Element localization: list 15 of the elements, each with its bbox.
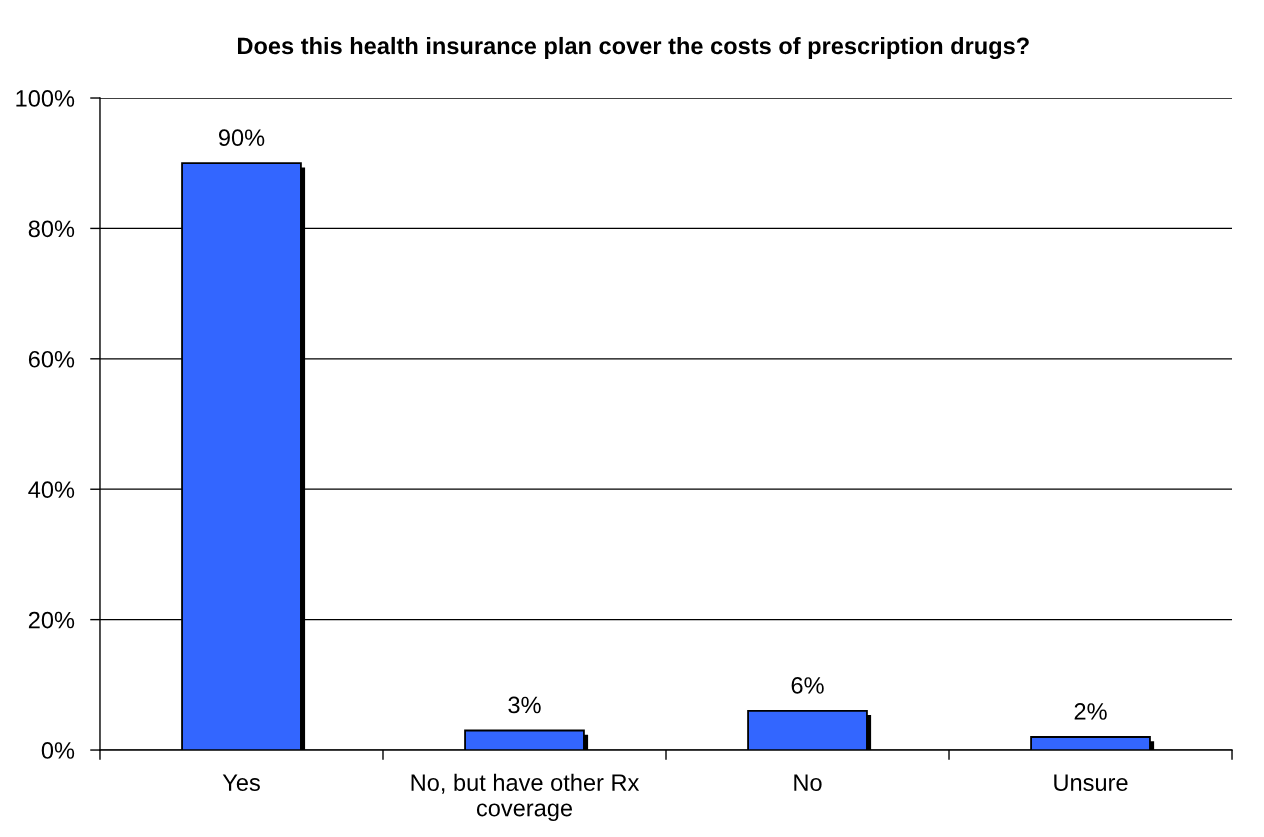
data-label: 90% xyxy=(218,129,265,147)
y-tick-label: 0% xyxy=(41,742,75,759)
chart-title: Does this health insurance plan cover the costs of prescription drugs? xyxy=(237,36,1029,60)
data-label: 6% xyxy=(791,677,824,694)
data-label: 3% xyxy=(508,696,541,714)
x-tick-label: No, but have other Rx coverage xyxy=(411,773,640,822)
y-tick-label: 20% xyxy=(28,611,75,629)
x-tick-label: No xyxy=(794,774,822,791)
y-tick-label: 60% xyxy=(28,350,75,368)
x-tick-label: Yes xyxy=(222,774,260,791)
y-tick-label: 40% xyxy=(28,481,75,499)
y-tick-label: 80% xyxy=(28,220,75,238)
x-tick-label: Unsure xyxy=(1054,774,1128,791)
data-label: 2% xyxy=(1074,703,1107,720)
y-tick-label: 100% xyxy=(16,90,75,107)
